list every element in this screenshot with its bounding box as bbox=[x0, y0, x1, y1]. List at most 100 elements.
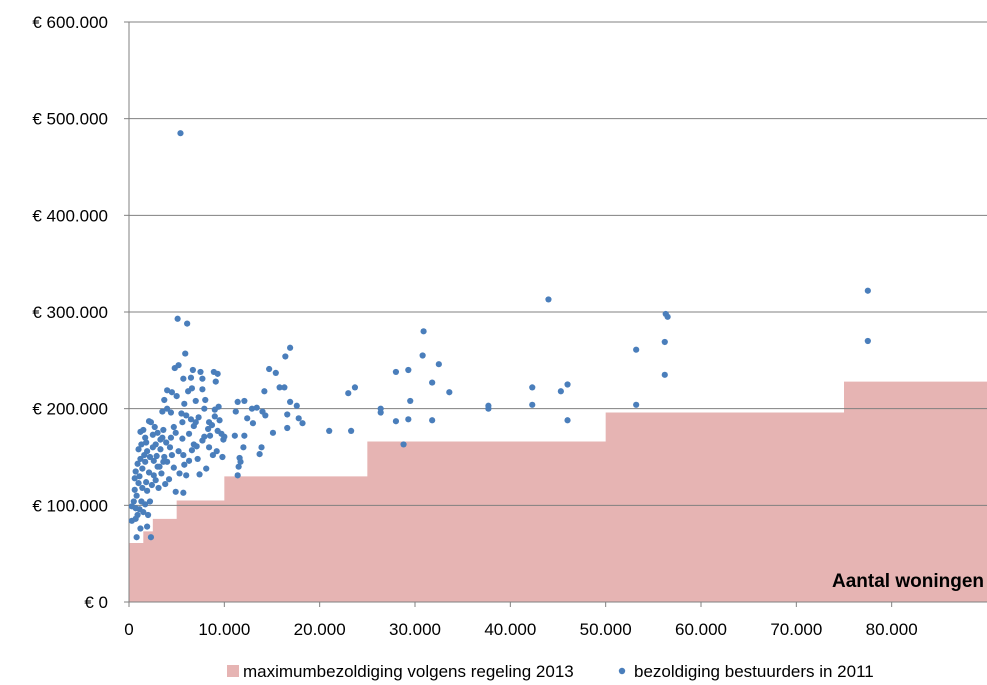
salary-point bbox=[160, 458, 167, 465]
salary-point bbox=[137, 525, 144, 532]
salary-point bbox=[180, 489, 187, 496]
x-tick-label: 70.000 bbox=[770, 620, 822, 639]
salary-point bbox=[529, 401, 536, 408]
salary-point bbox=[161, 453, 168, 461]
salary-point bbox=[152, 477, 159, 484]
x-tick-label: 30.000 bbox=[389, 620, 441, 639]
salary-point bbox=[420, 328, 427, 335]
salary-point bbox=[633, 346, 640, 353]
x-tick-label: 60.000 bbox=[675, 620, 727, 639]
salary-point bbox=[202, 396, 209, 404]
salary-point bbox=[269, 429, 277, 436]
salary-point bbox=[209, 451, 216, 459]
salary-point bbox=[168, 451, 175, 459]
salary-point bbox=[529, 384, 536, 391]
salary-point bbox=[131, 475, 138, 482]
salary-point bbox=[633, 401, 640, 408]
salary-point bbox=[199, 386, 206, 393]
salary-point bbox=[282, 353, 289, 360]
salary-point bbox=[189, 366, 196, 374]
salary-point bbox=[197, 368, 204, 376]
salary-point bbox=[661, 371, 668, 378]
salary-point bbox=[241, 432, 248, 439]
salary-point bbox=[193, 443, 200, 450]
salary-point bbox=[240, 444, 247, 451]
salary-point bbox=[183, 412, 190, 419]
y-tick-label: € 200.000 bbox=[32, 400, 108, 419]
salary-point bbox=[299, 420, 306, 427]
salary-point bbox=[142, 434, 149, 441]
salary-point bbox=[187, 416, 195, 423]
salary-point bbox=[196, 471, 203, 478]
salary-point bbox=[167, 434, 175, 441]
salary-point bbox=[132, 468, 139, 475]
y-tick-label: € 100.000 bbox=[32, 496, 108, 515]
salary-point bbox=[664, 313, 671, 320]
salary-point bbox=[144, 487, 151, 494]
salary-point bbox=[435, 361, 442, 368]
x-tick-label: 0 bbox=[124, 620, 133, 639]
salary-point bbox=[145, 418, 153, 425]
salary-point bbox=[185, 388, 192, 395]
salary-point bbox=[134, 511, 141, 519]
gridlines bbox=[129, 21, 987, 506]
salary-point bbox=[287, 398, 294, 405]
salary-point bbox=[392, 368, 400, 376]
salary-point bbox=[405, 366, 412, 374]
salary-point bbox=[429, 417, 436, 424]
salary-point bbox=[248, 405, 256, 412]
salary-point bbox=[135, 446, 142, 453]
salary-point bbox=[258, 444, 265, 451]
salary-point bbox=[192, 397, 199, 405]
salary-point bbox=[150, 457, 157, 464]
salary-point bbox=[214, 370, 221, 377]
salary-point bbox=[203, 465, 210, 472]
salary-point bbox=[287, 344, 294, 351]
salary-point bbox=[137, 428, 144, 435]
salary-point bbox=[146, 498, 154, 505]
salary-point bbox=[128, 517, 135, 524]
salary-point bbox=[158, 470, 165, 477]
salary-point bbox=[235, 463, 242, 470]
salary-point bbox=[141, 451, 148, 459]
salary-point bbox=[165, 476, 173, 483]
salary-point bbox=[156, 463, 163, 470]
salary-point bbox=[178, 410, 185, 417]
salary-point bbox=[293, 402, 300, 409]
legend-area-label: maximumbezoldiging volgens regeling 2013 bbox=[243, 662, 574, 681]
salary-point bbox=[179, 435, 186, 442]
salary-point bbox=[173, 393, 180, 400]
salary-point bbox=[154, 429, 161, 436]
x-tick-label: 40.000 bbox=[484, 620, 536, 639]
salary-point bbox=[143, 439, 150, 446]
salary-point bbox=[201, 405, 208, 412]
salary-point bbox=[284, 411, 291, 418]
salary-point bbox=[244, 415, 251, 422]
salary-point bbox=[133, 492, 140, 499]
salary-point bbox=[149, 444, 156, 451]
salary-point bbox=[177, 130, 184, 137]
salary-point bbox=[159, 408, 166, 415]
salary-point bbox=[345, 390, 352, 397]
salary-point bbox=[164, 405, 171, 412]
salary-point bbox=[155, 484, 162, 492]
salary-point bbox=[405, 416, 412, 423]
salary-point bbox=[183, 472, 190, 479]
salary-point bbox=[187, 374, 195, 381]
salary-point bbox=[221, 433, 228, 440]
salary-point bbox=[146, 453, 154, 461]
salary-point bbox=[213, 448, 220, 455]
salary-point bbox=[281, 384, 288, 391]
salary-point bbox=[234, 472, 241, 479]
salary-point bbox=[564, 381, 571, 388]
x-tick-label: 10.000 bbox=[198, 620, 250, 639]
salary-point bbox=[140, 508, 147, 516]
salary-point bbox=[205, 425, 212, 433]
salary-point bbox=[241, 397, 248, 405]
salary-point bbox=[326, 427, 333, 434]
tick-labels: € 0 € 100.000 € 200.000 € 300.000 € 400.000 €… bbox=[32, 13, 917, 639]
salary-point bbox=[148, 481, 155, 489]
x-tick-label: 20.000 bbox=[294, 620, 346, 639]
salary-point bbox=[151, 423, 158, 431]
